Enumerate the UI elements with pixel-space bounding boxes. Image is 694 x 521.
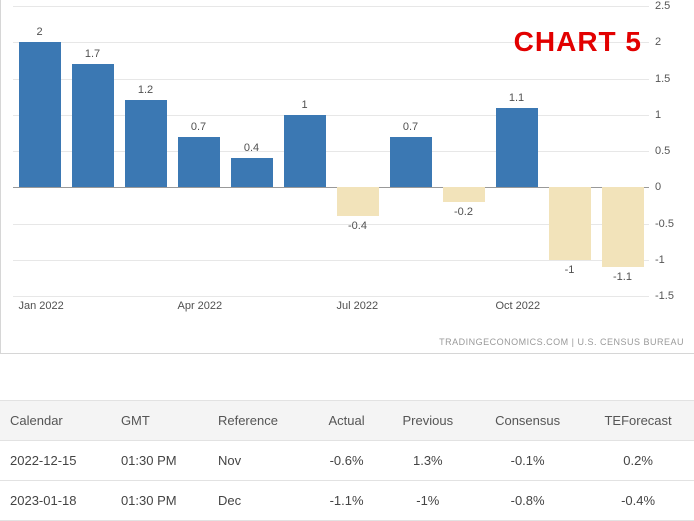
- bar: [284, 115, 326, 188]
- bar-value-label: -0.2: [443, 206, 485, 218]
- y-axis-label: -1: [655, 254, 691, 266]
- bar: [231, 158, 273, 187]
- table-header-row: CalendarGMTReferenceActualPreviousConsen…: [0, 401, 694, 441]
- table-cell: 01:30 PM: [111, 441, 208, 481]
- table-cell: 2023-01-18: [0, 481, 111, 521]
- bar: [496, 108, 538, 188]
- bar: [178, 137, 220, 188]
- table-cell: -1%: [383, 481, 474, 521]
- bar-value-label: 2: [19, 26, 61, 38]
- bar-value-label: 0.7: [178, 121, 220, 133]
- y-axis-label: 1.5: [655, 73, 691, 85]
- bar-value-label: 0.4: [231, 142, 273, 154]
- x-axis-label: Oct 2022: [496, 300, 541, 312]
- y-axis-label: -0.5: [655, 218, 691, 230]
- table-cell: 2022-12-15: [0, 441, 111, 481]
- table-cell: Dec: [208, 481, 311, 521]
- bar-value-label: -1: [549, 264, 591, 276]
- chart-source: TRADINGECONOMICS.COM | U.S. CENSUS BUREA…: [439, 337, 684, 347]
- table-cell: 01:30 PM: [111, 481, 208, 521]
- bar-value-label: 1.7: [72, 48, 114, 60]
- table-cell: 0.2%: [582, 441, 694, 481]
- bar: [337, 187, 379, 216]
- bar: [390, 137, 432, 188]
- table-cell: -0.1%: [473, 441, 582, 481]
- bar: [602, 187, 644, 267]
- gridline: [13, 296, 649, 297]
- bar-chart: -1.5 -1 -0.5 0 0.5 1 1.5 2 2.5 2 1.7 1.2 0.7 0.4 1 -0.4…: [0, 0, 694, 354]
- table-body: 2022-12-1501:30 PMNov-0.6%1.3%-0.1%0.2%2…: [0, 441, 694, 521]
- table-cell: -1.1%: [311, 481, 383, 521]
- bar: [125, 100, 167, 187]
- table-cell: -0.6%: [311, 441, 383, 481]
- table-header-cell: Actual: [311, 401, 383, 441]
- y-axis-label: 0: [655, 181, 691, 193]
- gridline: [13, 6, 649, 7]
- bar-value-label: 1.1: [496, 92, 538, 104]
- table-header-cell: Consensus: [473, 401, 582, 441]
- table-cell: -0.8%: [473, 481, 582, 521]
- y-axis-label: -1.5: [655, 290, 691, 302]
- table-header-cell: TEForecast: [582, 401, 694, 441]
- data-table: CalendarGMTReferenceActualPreviousConsen…: [0, 400, 694, 521]
- bar: [443, 187, 485, 202]
- x-axis-label: Apr 2022: [178, 300, 223, 312]
- table-header-cell: Reference: [208, 401, 311, 441]
- x-axis-label: Jul 2022: [337, 300, 379, 312]
- bar-value-label: 1.2: [125, 84, 167, 96]
- bar-value-label: 1: [284, 99, 326, 111]
- table-cell: -0.4%: [582, 481, 694, 521]
- bar: [19, 42, 61, 187]
- bar-value-label: -1.1: [602, 271, 644, 283]
- bar: [549, 187, 591, 260]
- table-header-cell: GMT: [111, 401, 208, 441]
- bar: [72, 64, 114, 187]
- bar-value-label: 0.7: [390, 121, 432, 133]
- table-cell: 1.3%: [383, 441, 474, 481]
- y-axis-label: 1: [655, 109, 691, 121]
- table-row: 2023-01-1801:30 PMDec-1.1%-1%-0.8%-0.4%: [0, 481, 694, 521]
- table-row: 2022-12-1501:30 PMNov-0.6%1.3%-0.1%0.2%: [0, 441, 694, 481]
- gridline: [13, 260, 649, 261]
- y-axis-label: 2.5: [655, 0, 691, 12]
- y-axis-label: 2: [655, 36, 691, 48]
- table-header-cell: Calendar: [0, 401, 111, 441]
- y-axis-label: 0.5: [655, 145, 691, 157]
- table-cell: Nov: [208, 441, 311, 481]
- x-axis-label: Jan 2022: [19, 300, 64, 312]
- chart-overlay-title: CHART 5: [514, 26, 642, 58]
- table-header-cell: Previous: [383, 401, 474, 441]
- bar-value-label: -0.4: [337, 220, 379, 232]
